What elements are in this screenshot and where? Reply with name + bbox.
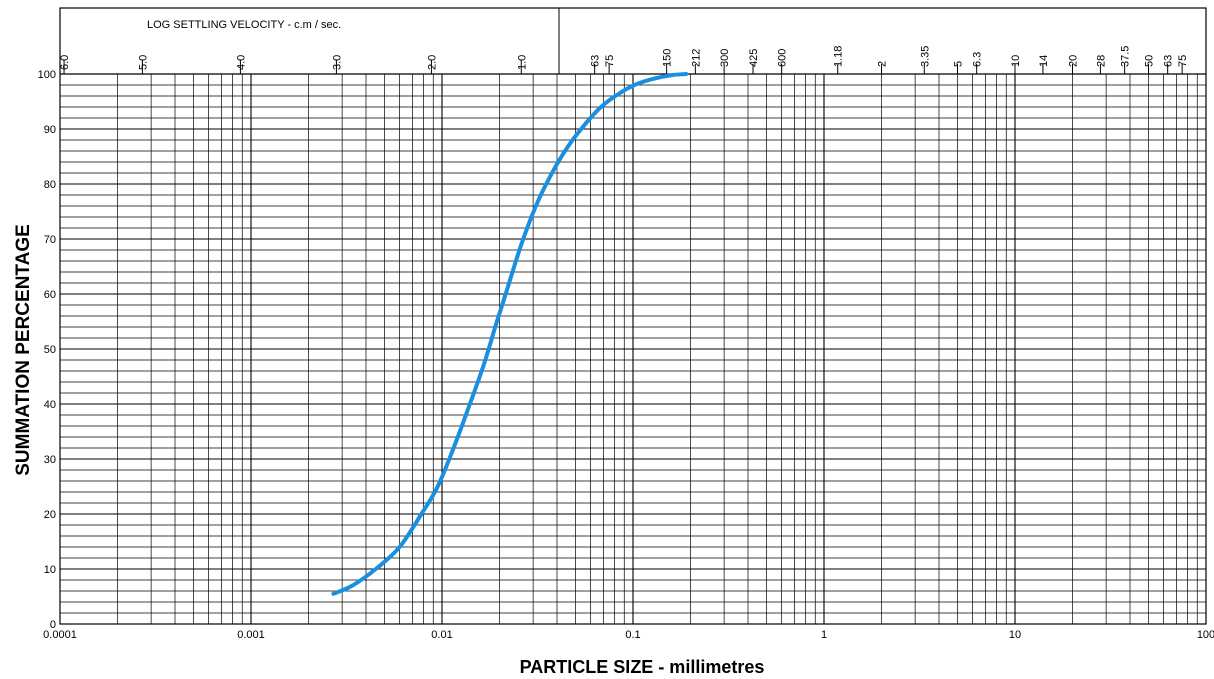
x-axis-label: PARTICLE SIZE - millimetres — [520, 657, 765, 677]
top-axis-label: LOG SETTLING VELOCITY - c.m / sec. — [147, 19, 341, 31]
y-tick-label: 30 — [44, 454, 56, 466]
sieve-tick-label: 63 — [1163, 55, 1175, 67]
x-tick-label: 0.01 — [431, 629, 452, 641]
sieve-tick-label: 37.5 — [1120, 46, 1132, 67]
velocity-tick-label: 3.0 — [331, 55, 343, 70]
y-tick-label: 100 — [38, 69, 56, 81]
y-tick-label: 60 — [44, 289, 56, 301]
grid-layer — [59, 7, 1207, 625]
y-tick-label: 50 — [44, 344, 56, 356]
y-tick-label: 90 — [44, 124, 56, 136]
sieve-tick-label: 6.3 — [972, 52, 984, 67]
sieve-tick-label: 50 — [1144, 55, 1156, 67]
sieve-tick-label: 10 — [1010, 55, 1022, 67]
x-tick-label: 10 — [1009, 629, 1021, 641]
y-tick-label: 10 — [44, 564, 56, 576]
grading-curve — [331, 72, 689, 596]
velocity-tick-label: 5.0 — [137, 55, 149, 70]
velocity-tick-label: 2.0 — [426, 55, 438, 70]
x-tick-label: 0.001 — [237, 629, 265, 641]
sieve-tick-label: 212 — [690, 49, 702, 67]
y-tick-label: 70 — [44, 234, 56, 246]
velocity-tick-label: 4.0 — [235, 55, 247, 70]
sieve-tick-label: 600 — [777, 49, 789, 67]
sieve-tick-label: 300 — [719, 49, 731, 67]
sieve-tick-label: 28 — [1095, 55, 1107, 67]
y-tick-label: 40 — [44, 399, 56, 411]
tick-layer: 0 10 20 30 40 50 60 70 80 90 100 0.0001 0.001 0.01 0.1… — [38, 46, 1214, 641]
sieve-tick-label: 63 — [590, 55, 602, 67]
sieve-tick-label: 75 — [604, 55, 616, 67]
y-tick-label: 80 — [44, 179, 56, 191]
sieve-tick-label: 14 — [1038, 55, 1050, 67]
sieve-tick-label: 3.35 — [919, 46, 931, 67]
sieve-tick-label: 20 — [1067, 55, 1079, 67]
x-tick-label: 0.0001 — [43, 629, 77, 641]
sieve-tick-label: 5 — [953, 61, 965, 67]
velocity-tick-label: 1.0 — [516, 55, 528, 70]
x-tick-label: 1 — [821, 629, 827, 641]
y-tick-label: 0 — [50, 619, 56, 631]
sieve-tick-label: 150 — [662, 49, 674, 67]
sieve-tick-label: 1.18 — [833, 46, 845, 67]
velocity-tick-label: 6.0 — [59, 55, 71, 70]
series-layer — [331, 72, 689, 596]
x-tick-label: 100 — [1197, 629, 1214, 641]
sieve-tick-label: 75 — [1177, 55, 1189, 67]
sieve-tick-label: 425 — [748, 49, 760, 67]
x-tick-label: 0.1 — [625, 629, 640, 641]
y-axis-label: SUMMATION PERCENTAGE — [13, 224, 34, 476]
sieve-tick-label: 2 — [876, 61, 888, 67]
y-tick-label: 20 — [44, 509, 56, 521]
